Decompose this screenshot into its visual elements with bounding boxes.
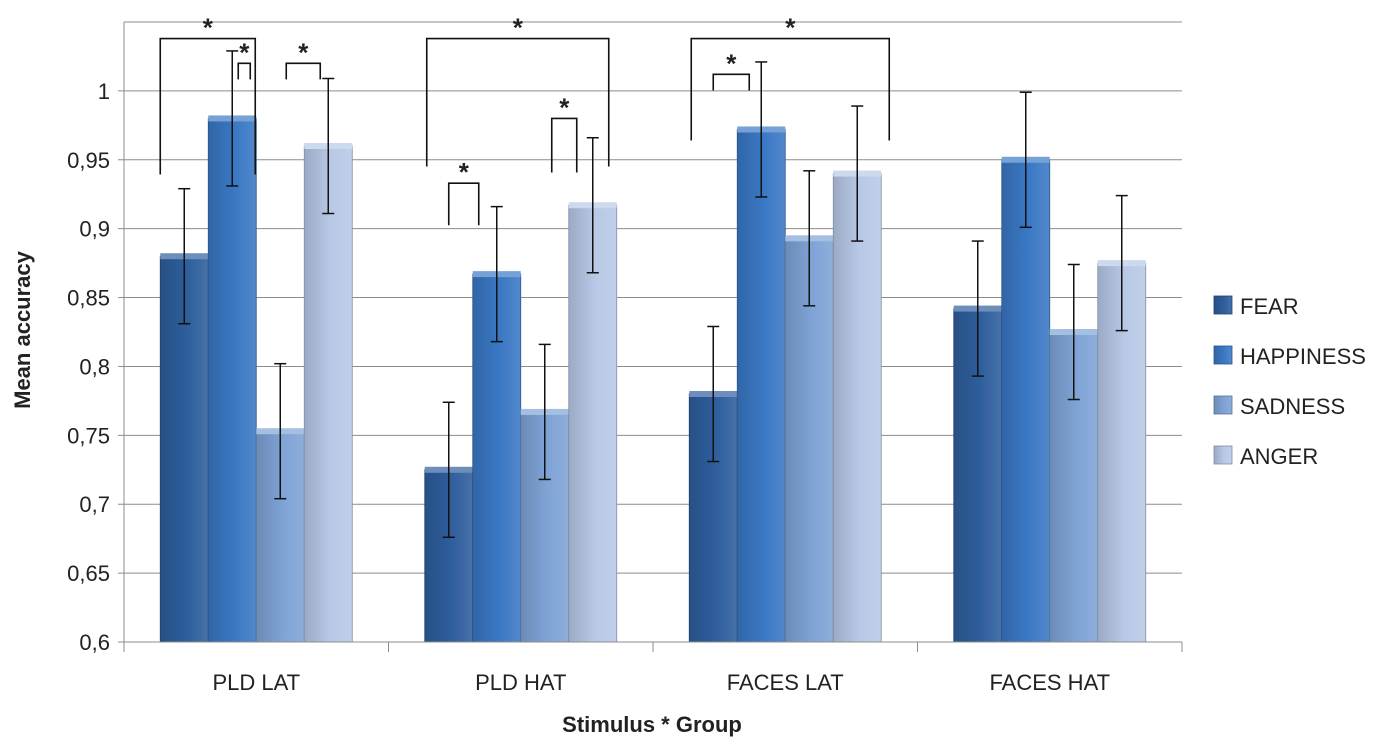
legend-label-sadness: SADNESS [1240,394,1345,419]
legend-swatch-anger [1213,445,1233,465]
legend-label-happiness: HAPPINESS [1240,344,1366,369]
x-category-label: FACES HAT [989,670,1110,695]
legend: FEAR HAPPINESS SADNESS ANGER [1213,294,1366,469]
y-tick-label: 0,7 [79,492,110,517]
x-category-label: PLD LAT [212,670,300,695]
bars [159,115,1147,643]
legend-swatch-fear [1213,295,1233,315]
y-tick-label: 0,9 [79,217,110,242]
significance-star: * [726,48,737,78]
bar-happiness-2 [736,129,786,643]
significance-star: * [203,13,214,43]
significance-star: * [459,157,470,187]
y-tick-label: 0,95 [67,148,110,173]
significance-bracket [237,62,252,80]
significance-brackets: * * * * * * * * [159,13,891,226]
y-tick-label: 0,75 [67,423,110,448]
significance-bracket [447,182,480,226]
y-tick-label: 0,6 [79,630,110,655]
significance-bracket [550,117,578,173]
significance-star: * [239,37,250,67]
x-category-label: FACES LAT [727,670,844,695]
y-tick-label: 1 [98,79,110,104]
x-axis: PLD LAT PLD HAT FACES LAT FACES HAT [123,641,1183,695]
bar-anger-0 [303,145,353,643]
bar-happiness-0 [207,118,257,643]
x-axis-title: Stimulus * Group [562,712,742,737]
significance-star: * [298,37,309,67]
significance-star: * [513,13,524,43]
bar-anger-1 [568,204,618,643]
legend-label-fear: FEAR [1240,294,1299,319]
y-axis-title: Mean accuracy [10,250,35,409]
significance-bracket [712,73,751,91]
significance-star: * [559,92,570,122]
significance-bracket [285,62,322,80]
bar-happiness-3 [1001,159,1051,643]
legend-swatch-sadness [1213,395,1233,415]
legend-swatch-happiness [1213,345,1233,365]
y-tick-label: 0,8 [79,354,110,379]
x-category-label: PLD HAT [475,670,566,695]
significance-bracket [425,37,610,167]
significance-bracket [159,37,257,175]
significance-bracket [690,37,891,141]
y-tick-label: 0,85 [67,286,110,311]
y-tick-label: 0,65 [67,561,110,586]
legend-label-anger: ANGER [1240,444,1318,469]
error-bars [178,50,1128,539]
significance-star: * [785,13,796,43]
y-axis-ticks: 0,6 0,65 0,7 0,75 0,8 0,85 0,9 0,95 1 [67,79,124,655]
bar-anger-2 [832,173,882,643]
